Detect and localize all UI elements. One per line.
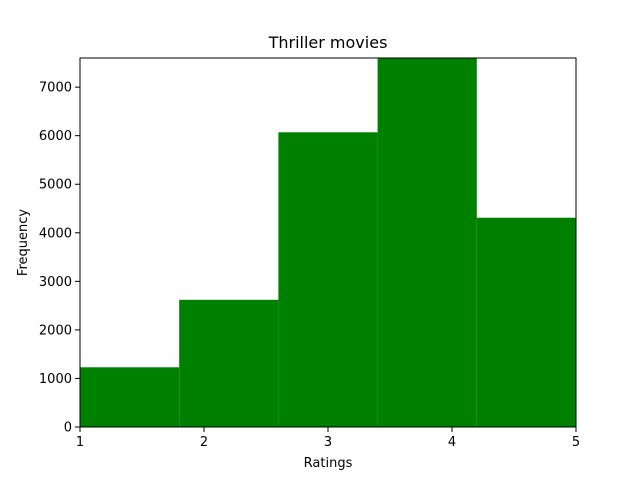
bar-2 [179,299,279,427]
x-tick-label: 3 [324,435,332,450]
x-ticks: 1 2 3 4 5 [76,427,580,450]
x-tick-label: 4 [448,435,456,450]
bar-1 [80,367,180,427]
y-tick-label: 7000 [39,81,72,96]
y-tick-label: 1000 [39,372,72,387]
y-tick-label: 0 [64,421,72,436]
x-tick-label: 2 [200,435,208,450]
y-tick-label: 3000 [39,275,72,290]
y-ticks: 0 1000 2000 3000 4000 5000 6000 7000 [39,81,80,436]
y-tick-label: 5000 [39,178,72,193]
x-axis-label: Ratings [304,456,353,471]
x-tick-label: 1 [76,435,84,450]
bar-4 [377,58,477,427]
bar-3 [278,132,378,427]
chart-title: Thriller movies [268,33,388,52]
x-tick-label: 5 [572,435,580,450]
bar-5 [476,217,576,427]
y-tick-label: 6000 [39,129,72,144]
bars-group [80,58,576,427]
y-tick-label: 4000 [39,226,72,241]
y-tick-label: 2000 [39,323,72,338]
y-axis-label: Frequency [16,209,31,276]
